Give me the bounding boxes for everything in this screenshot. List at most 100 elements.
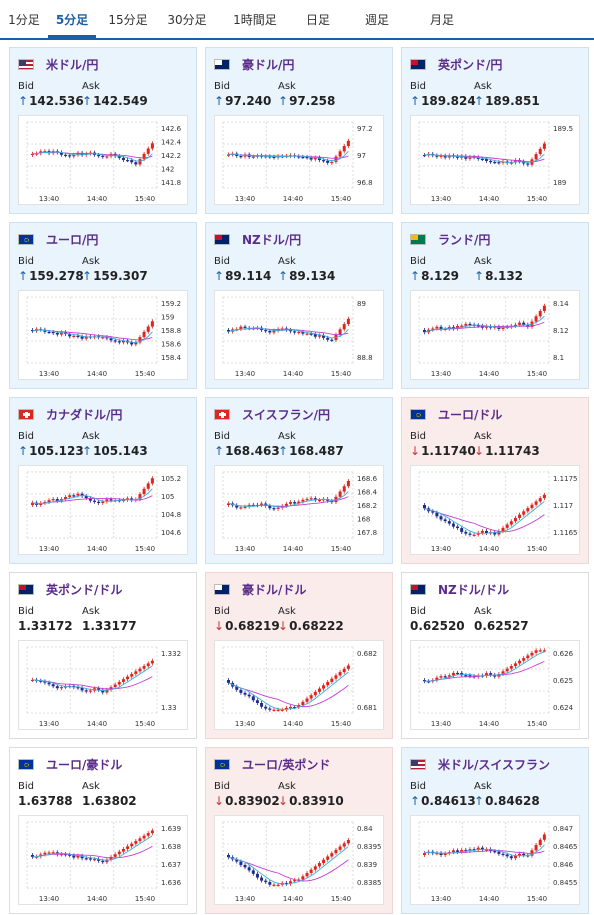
pair-card[interactable]: スイスフラン/円 Bid Ask ↑168.463 ↑168.487 168.6 168.4… [205,397,393,564]
pair-card[interactable]: ユーロ/ドル Bid Ask ↓1.11740 ↓1.11743 1.1175 1.117 1… [401,397,589,564]
candle-body [489,849,493,852]
pair-card[interactable]: ユーロ/円 Bid Ask ↑159.278 ↑159.307 159.2 159 158.8… [9,222,197,389]
y-tick-label: 0.624 [553,704,574,712]
arrow-down-icon: ↓ [214,794,225,808]
candle-body [326,856,330,860]
candle-body [59,152,63,155]
pair-card[interactable]: 米ドル/円 Bid Ask ↑142.536 ↑142.549 142.6 142.4 142… [9,47,197,214]
pair-card[interactable]: 米ドル/スイスフラン Bid Ask ↑0.84613 ↑0.84628 0.847 0.8… [401,747,589,914]
candle-body [76,152,80,155]
tab-3[interactable]: 15分足 [108,13,148,27]
candle-body [501,527,505,532]
candle-body [297,501,301,504]
pair-header: 米ドル/スイスフラン [410,756,550,772]
pair-header: ユーロ/英ポンド [214,756,330,772]
pair-name[interactable]: ユーロ/英ポンド [242,757,331,772]
candle-body [542,650,546,652]
pair-card[interactable]: 英ポンド/ドル Bid Ask 1.33172 1.33177 1.332 1.33 13:4… [9,572,197,739]
candle-body [476,157,480,159]
candle-body [142,488,146,495]
y-tick-label: 0.682 [357,650,377,658]
pair-card[interactable]: ランド/円 Bid Ask ↑8.129 ↑8.132 8.14 8.12 8.1 13:40 1… [401,222,589,389]
candle-body [121,157,125,161]
candle-body [150,660,154,664]
pair-name[interactable]: 豪ドル/ドル [242,582,307,597]
candlestick-svg: 0.682 0.681 13:40 14:40 15:40 [222,646,377,728]
pair-name[interactable]: 英ポンド/ドル [46,582,123,597]
pair-name[interactable]: 米ドル/スイスフラン [438,757,551,772]
pair-name[interactable]: ユーロ/ドル [438,407,503,422]
tab-1[interactable]: 1分足 [8,13,40,27]
candle-body [538,148,542,155]
arrow-up-icon: ↑ [82,94,93,108]
candle-body [138,159,142,165]
candle-body [526,508,530,512]
candle-body [505,524,509,528]
candle-body [476,847,480,850]
candle-body [439,516,443,520]
pair-name[interactable]: NZドル/円 [242,232,302,247]
bid-price: 159.278 [29,269,84,283]
candle-body [509,666,513,669]
candle-body [518,514,522,518]
pair-card[interactable]: ユーロ/豪ドル Bid Ask 1.63788 1.63802 1.639 1.638 1.6… [9,747,197,914]
candle-body [456,526,460,529]
pair-card[interactable]: NZドル/円 Bid Ask ↑89.114 ↑89.134 89 88.8 13:40 14:… [205,222,393,389]
candle-body [146,663,150,667]
bid-price: 168.463 [225,444,280,458]
candle-body [142,153,146,160]
bid-label: Bid [214,431,230,442]
ask-price: 0.84628 [485,794,540,808]
candle-body [130,160,134,163]
arrow-up-icon: ↑ [410,94,421,108]
y-tick-label: 8.1 [553,354,564,362]
pair-name[interactable]: ランド/円 [438,232,491,247]
candle-body [101,501,105,504]
candlestick-svg: 1.1175 1.117 1.1165 13:40 14:40 15:40 [418,471,578,553]
timeframe-tabs: 1分足 5分足 15分足 30分足 1時間足 日足 週足 月足 [0,0,594,40]
pair-name[interactable]: スイスフラン/円 [242,407,331,422]
x-tick-label: 14:40 [283,720,303,728]
ask-value: ↑189.851 [474,94,540,108]
ask-label: Ask [474,606,492,617]
y-tick-label: 142.6 [161,125,182,133]
pair-name[interactable]: ユーロ/円 [46,232,99,247]
pair-card[interactable]: 豪ドル/円 Bid Ask ↑97.240 ↑97.258 97.2 97 96.8 13:40… [205,47,393,214]
candle-body [47,331,51,334]
pair-card[interactable]: NZドル/ドル Bid Ask 0.62520 0.62527 0.626 0.625 0.6… [401,572,589,739]
tab-2[interactable]: 5分足 [48,0,96,38]
tab-8[interactable]: 月足 [429,13,454,27]
pair-name[interactable]: 英ポンド/円 [438,57,503,72]
candle-body [301,701,305,706]
pair-name[interactable]: 豪ドル/円 [242,57,295,72]
candle-body [243,326,247,328]
bid-price: 0.68219 [225,619,280,633]
pair-card[interactable]: ユーロ/英ポンド Bid Ask ↓0.83902 ↓0.83910 0.84 0.8395… [205,747,393,914]
candle-body [117,341,121,343]
pair-name[interactable]: ユーロ/豪ドル [46,757,123,772]
candle-body [317,499,321,502]
candle-body [423,680,426,682]
pair-name[interactable]: カナダドル/円 [46,407,123,422]
tab-6[interactable]: 日足 [305,13,330,27]
pair-name[interactable]: 米ドル/円 [46,57,99,72]
candle-body [105,156,109,158]
pair-name[interactable]: NZドル/ドル [438,582,510,597]
pair-card[interactable]: 豪ドル/ドル Bid Ask ↓0.68219 ↓0.68222 0.682 0.681 13… [205,572,393,739]
candle-body [464,531,468,534]
ask-label: Ask [474,81,492,92]
pair-card[interactable]: カナダドル/円 Bid Ask ↑105.123 ↑105.143 105.2 105 104… [9,397,197,564]
candle-body [485,530,488,534]
y-tick-label: 104.6 [161,529,182,537]
candle-body [255,873,259,878]
pair-card[interactable]: 英ポンド/円 Bid Ask ↑189.824 ↑189.851 189.5 189 13:4… [401,47,589,214]
ask-price: 8.132 [485,269,524,283]
tab-5[interactable]: 1時間足 [233,13,277,27]
candle-body [522,853,526,856]
ask-label: Ask [82,606,100,617]
y-tick-label: 97.2 [357,125,373,133]
tab-4[interactable]: 30分足 [167,13,207,27]
tab-7[interactable]: 週足 [364,13,389,27]
price-chart: 1.1175 1.117 1.1165 13:40 14:40 15:40 [410,465,580,555]
price-chart: 97.2 97 96.8 13:40 14:40 15:40 [214,115,384,205]
